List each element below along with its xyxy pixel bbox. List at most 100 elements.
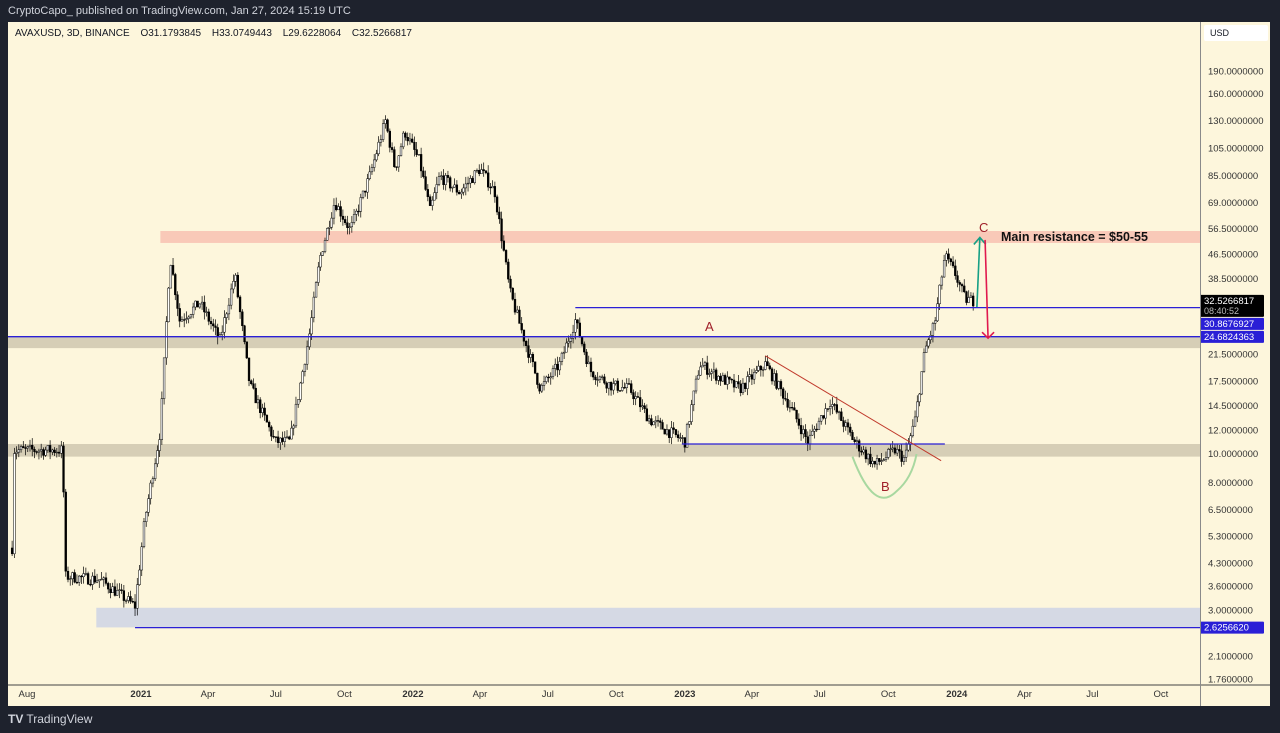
candle-body: [703, 362, 707, 366]
candle-body: [938, 284, 941, 305]
candle-body: [95, 580, 99, 583]
red-down-arrow: [984, 239, 989, 339]
candle-body: [898, 449, 901, 452]
candle-body: [545, 376, 548, 382]
candle-body: [587, 361, 590, 365]
candle-body: [183, 319, 186, 321]
candle-body: [495, 196, 499, 213]
candle-body: [453, 184, 456, 188]
price-axis-divider: [1200, 22, 1201, 706]
candle-body: [368, 171, 371, 179]
candle-body: [752, 372, 756, 380]
candle-body: [270, 426, 273, 437]
candle-body: [60, 445, 63, 454]
candle-body: [127, 596, 130, 601]
candle-body: [744, 382, 747, 389]
candle-body: [540, 384, 543, 392]
candle-body: [755, 370, 758, 373]
candle-body: [399, 146, 403, 157]
candle-body: [558, 361, 561, 371]
candle-body: [860, 450, 863, 453]
chart-pane[interactable]: [8, 22, 1270, 706]
candle-body: [171, 265, 175, 275]
candle-body: [46, 445, 50, 451]
candle-body: [907, 443, 910, 451]
candle-body: [484, 170, 488, 174]
candle-body: [723, 375, 727, 385]
candle-body: [236, 274, 239, 298]
x-tick-label: Apr: [745, 689, 760, 700]
candle-body: [156, 450, 159, 465]
candle-body: [931, 323, 935, 336]
candle-body: [402, 132, 405, 148]
candle-body: [947, 253, 950, 260]
candle-body: [531, 354, 535, 363]
y-tick-label: 6.5000000: [1208, 505, 1253, 516]
candle-body: [212, 323, 215, 327]
candle-body: [580, 336, 584, 345]
candle-body: [196, 300, 199, 308]
price-chart[interactable]: A B C Main resistance = $50-55 32.526681708:…: [8, 22, 1270, 706]
candle-body: [849, 426, 852, 433]
candle-body: [352, 214, 356, 223]
ohlc-high: H33.0749443: [211, 28, 272, 39]
candle-body: [200, 301, 204, 305]
candle-body: [616, 380, 619, 391]
candle-body: [851, 432, 854, 440]
candle-body: [379, 139, 383, 143]
candle-body: [158, 439, 161, 451]
candle-body: [855, 440, 859, 442]
x-tick-label: 2021: [130, 689, 152, 700]
candle-body: [86, 573, 90, 585]
candle-body: [551, 368, 555, 377]
candle-body: [639, 397, 642, 408]
candle-body: [913, 416, 917, 427]
candle-body: [878, 458, 881, 462]
candle-body: [373, 159, 376, 168]
price-label-bg: [1200, 330, 1264, 343]
candle-body: [596, 379, 599, 381]
y-tick-label: 85.0000000: [1208, 171, 1258, 182]
candle-body: [319, 255, 322, 268]
candle-body: [473, 170, 476, 183]
candle-body: [875, 458, 879, 465]
candle-body: [116, 590, 119, 596]
candle-body: [643, 405, 646, 410]
candle-body: [229, 288, 233, 306]
candle-body: [527, 345, 530, 358]
candle-body: [151, 478, 155, 484]
x-tick-label: Apr: [473, 689, 488, 700]
candle-body: [424, 176, 427, 190]
candle-body: [650, 418, 653, 426]
candle-body: [676, 434, 680, 439]
candle-body: [482, 169, 485, 172]
candle-body: [636, 396, 640, 398]
candle-body: [176, 294, 179, 309]
candle-body: [281, 437, 284, 442]
candle-body: [55, 451, 58, 454]
candle-body: [232, 281, 235, 290]
candle-body: [699, 366, 702, 376]
candle-body: [533, 361, 537, 374]
candle-body: [858, 440, 861, 452]
candle-body: [891, 447, 894, 450]
candle-body: [842, 420, 845, 427]
candle-body: [956, 275, 959, 283]
candle-body: [149, 482, 152, 499]
candle-body: [746, 376, 749, 389]
candle-body: [84, 573, 88, 575]
candle-body: [880, 460, 883, 462]
candle-body: [618, 390, 622, 392]
candle-body: [864, 449, 868, 460]
candle-body: [507, 261, 510, 280]
candle-body: [417, 154, 421, 156]
candle-body: [308, 333, 311, 348]
candle-body: [207, 311, 210, 322]
currency-button[interactable]: USD: [1204, 25, 1268, 41]
candle-body: [712, 369, 716, 373]
candle-body: [817, 420, 821, 430]
candle-body: [37, 450, 41, 453]
candle-body: [969, 295, 973, 298]
price-label-bg: [1200, 621, 1264, 634]
tradingview-logo[interactable]: TV TradingView: [8, 712, 92, 726]
